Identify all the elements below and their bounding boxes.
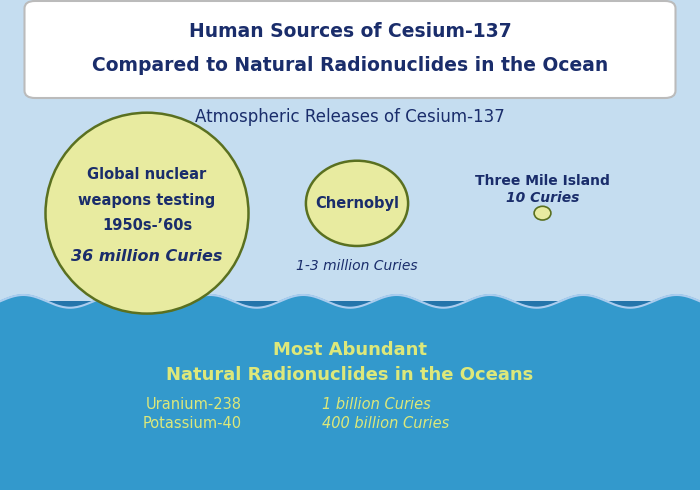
Text: Natural Radionuclides in the Oceans: Natural Radionuclides in the Oceans [167, 366, 533, 384]
Ellipse shape [534, 206, 551, 220]
Text: Global nuclear: Global nuclear [88, 168, 206, 182]
Ellipse shape [46, 113, 248, 314]
Text: 36 million Curies: 36 million Curies [71, 249, 223, 264]
Text: Atmospheric Releases of Cesium-137: Atmospheric Releases of Cesium-137 [195, 108, 505, 125]
Text: 1950s-’60s: 1950s-’60s [102, 219, 192, 233]
Text: 1-3 million Curies: 1-3 million Curies [296, 259, 418, 272]
Text: Uranium-238: Uranium-238 [146, 397, 242, 412]
FancyBboxPatch shape [25, 1, 676, 98]
Text: Human Sources of Cesium-137: Human Sources of Cesium-137 [188, 23, 512, 41]
Text: Three Mile Island: Three Mile Island [475, 174, 610, 188]
Bar [0, 301, 700, 490]
Text: Potassium-40: Potassium-40 [142, 416, 242, 431]
Text: weapons testing: weapons testing [78, 193, 216, 208]
Text: Most Abundant: Most Abundant [273, 342, 427, 359]
Ellipse shape [306, 161, 408, 246]
Text: 1 billion Curies: 1 billion Curies [322, 397, 430, 412]
Text: Compared to Natural Radionuclides in the Ocean: Compared to Natural Radionuclides in the… [92, 56, 608, 74]
Text: 400 billion Curies: 400 billion Curies [322, 416, 449, 431]
Bar [0, 0, 700, 301]
Text: 10 Curies: 10 Curies [506, 192, 579, 205]
Text: Chernobyl: Chernobyl [315, 196, 399, 211]
